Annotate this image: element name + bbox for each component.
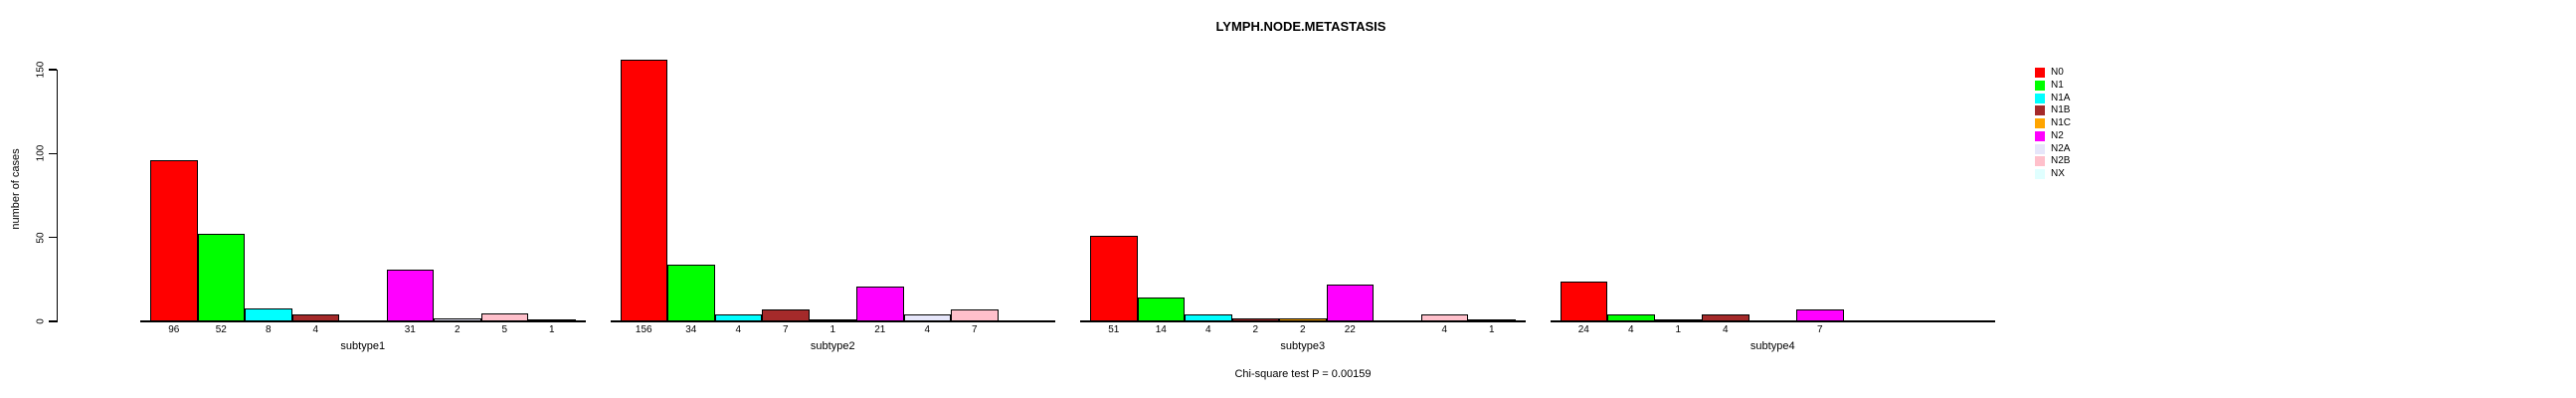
bar-n1c-subtype2: [809, 319, 856, 321]
bar-n1-subtype2: [667, 264, 715, 321]
bar-n2b-subtype1: [480, 312, 528, 321]
bar-n2a-subtype1: [434, 317, 481, 321]
legend-label-n0: N0: [2051, 67, 2064, 78]
bar-value-label: 1: [1675, 324, 1682, 335]
y-axis-tick: [49, 69, 57, 71]
bar-value-label: 1: [548, 324, 555, 335]
y-axis-line: [56, 69, 58, 322]
y-tick-label: 100: [35, 144, 47, 162]
x-axis-line: [140, 320, 586, 322]
bar-n2-subtype3: [1326, 284, 1374, 321]
y-tick-label: 50: [35, 232, 47, 244]
bar-value-label: 5: [501, 324, 508, 335]
legend-label-nx: NX: [2051, 168, 2065, 179]
legend-label-n2a: N2A: [2051, 142, 2071, 154]
y-axis-tick: [49, 320, 57, 322]
bar-n1a-subtype3: [1185, 314, 1232, 321]
bar-n1b-subtype4: [1702, 314, 1749, 321]
group-label: subtype2: [810, 340, 855, 352]
bar-n1a-subtype1: [245, 307, 292, 321]
legend-swatch-n1: [2035, 80, 2045, 91]
bar-value-label: 34: [685, 324, 697, 335]
legend-swatch-n2b: [2035, 156, 2045, 167]
bar-nx-subtype1: [528, 319, 576, 321]
legend-swatch-n1a: [2035, 93, 2045, 103]
bar-value-label: 96: [168, 324, 180, 335]
bar-value-label: 2: [1252, 324, 1259, 335]
bar-n1a-subtype2: [714, 314, 762, 321]
bar-n0-subtype1: [150, 160, 198, 321]
bar-value-label: 2: [454, 324, 460, 335]
bar-value-label: 52: [215, 324, 227, 335]
y-axis-label: number of cases: [10, 148, 22, 230]
group-label: subtype1: [340, 340, 386, 352]
group-label: subtype4: [1749, 340, 1795, 352]
group-label: subtype3: [1280, 340, 1326, 352]
bar-value-label: 7: [1816, 324, 1823, 335]
bar-n1-subtype4: [1607, 314, 1655, 321]
bar-n1b-subtype1: [291, 314, 339, 321]
bar-value-label: 7: [971, 324, 978, 335]
legend-swatch-n1b: [2035, 105, 2045, 116]
bar-n1b-subtype2: [762, 309, 810, 321]
bar-value-label: 22: [1344, 324, 1356, 335]
bar-value-label: 4: [1627, 324, 1634, 335]
bar-value-label: 4: [735, 324, 742, 335]
y-tick-label: 0: [35, 318, 47, 324]
bar-n1-subtype1: [197, 234, 245, 321]
bar-value-label: 24: [1577, 324, 1589, 335]
bar-value-label: 156: [635, 324, 652, 335]
bar-value-label: 2: [1299, 324, 1306, 335]
legend-swatch-n2a: [2035, 143, 2045, 154]
bar-n1-subtype3: [1137, 298, 1185, 321]
legend-label-n1a: N1A: [2051, 92, 2071, 103]
y-axis-tick: [49, 236, 57, 239]
bar-value-label: 7: [782, 324, 789, 335]
legend-swatch-n1c: [2035, 118, 2045, 128]
bar-value-label: 31: [404, 324, 416, 335]
bar-n0-subtype2: [620, 59, 667, 321]
x-axis-line: [1080, 320, 1526, 322]
bar-value-label: 14: [1155, 324, 1167, 335]
chart-title: LYMPH.NODE.METASTASIS: [1215, 19, 1386, 34]
chi-square-footnote: Chi-square test P = 0.00159: [1234, 368, 1372, 380]
bar-n2a-subtype2: [903, 314, 951, 321]
legend-label-n1b: N1B: [2051, 104, 2071, 116]
bar-n0-subtype4: [1560, 281, 1607, 321]
bar-value-label: 4: [1441, 324, 1448, 335]
legend-label-n2b: N2B: [2051, 155, 2071, 167]
legend-label-n1: N1: [2051, 79, 2064, 91]
bar-value-label: 1: [829, 324, 836, 335]
y-axis-tick: [49, 152, 57, 155]
legend-label-n2: N2: [2051, 129, 2064, 141]
bar-nx-subtype3: [1468, 319, 1516, 321]
bar-n2b-subtype3: [1420, 314, 1468, 321]
bar-n1a-subtype4: [1654, 319, 1702, 321]
bar-value-label: 1: [1488, 324, 1495, 335]
bar-value-label: 21: [874, 324, 886, 335]
legend-swatch-n0: [2035, 68, 2045, 78]
bar-n0-subtype3: [1090, 235, 1138, 321]
bar-n2b-subtype2: [951, 309, 999, 321]
bar-n1b-subtype3: [1231, 317, 1279, 321]
bar-value-label: 4: [1722, 324, 1729, 335]
bar-value-label: 4: [312, 324, 319, 335]
y-tick-label: 150: [35, 61, 47, 79]
legend-swatch-n2: [2035, 130, 2045, 141]
bar-value-label: 4: [1204, 324, 1211, 335]
bar-value-label: 51: [1108, 324, 1120, 335]
bar-n2-subtype4: [1796, 309, 1844, 321]
bar-value-label: 4: [924, 324, 931, 335]
bar-n2-subtype2: [856, 286, 904, 321]
x-axis-line: [1550, 320, 1995, 322]
legend-label-n1c: N1C: [2051, 117, 2072, 128]
bar-value-label: 8: [265, 324, 272, 335]
x-axis-line: [610, 320, 1055, 322]
bar-n2-subtype1: [386, 269, 434, 321]
bar-n1c-subtype3: [1279, 317, 1327, 321]
legend-swatch-nx: [2035, 169, 2045, 179]
